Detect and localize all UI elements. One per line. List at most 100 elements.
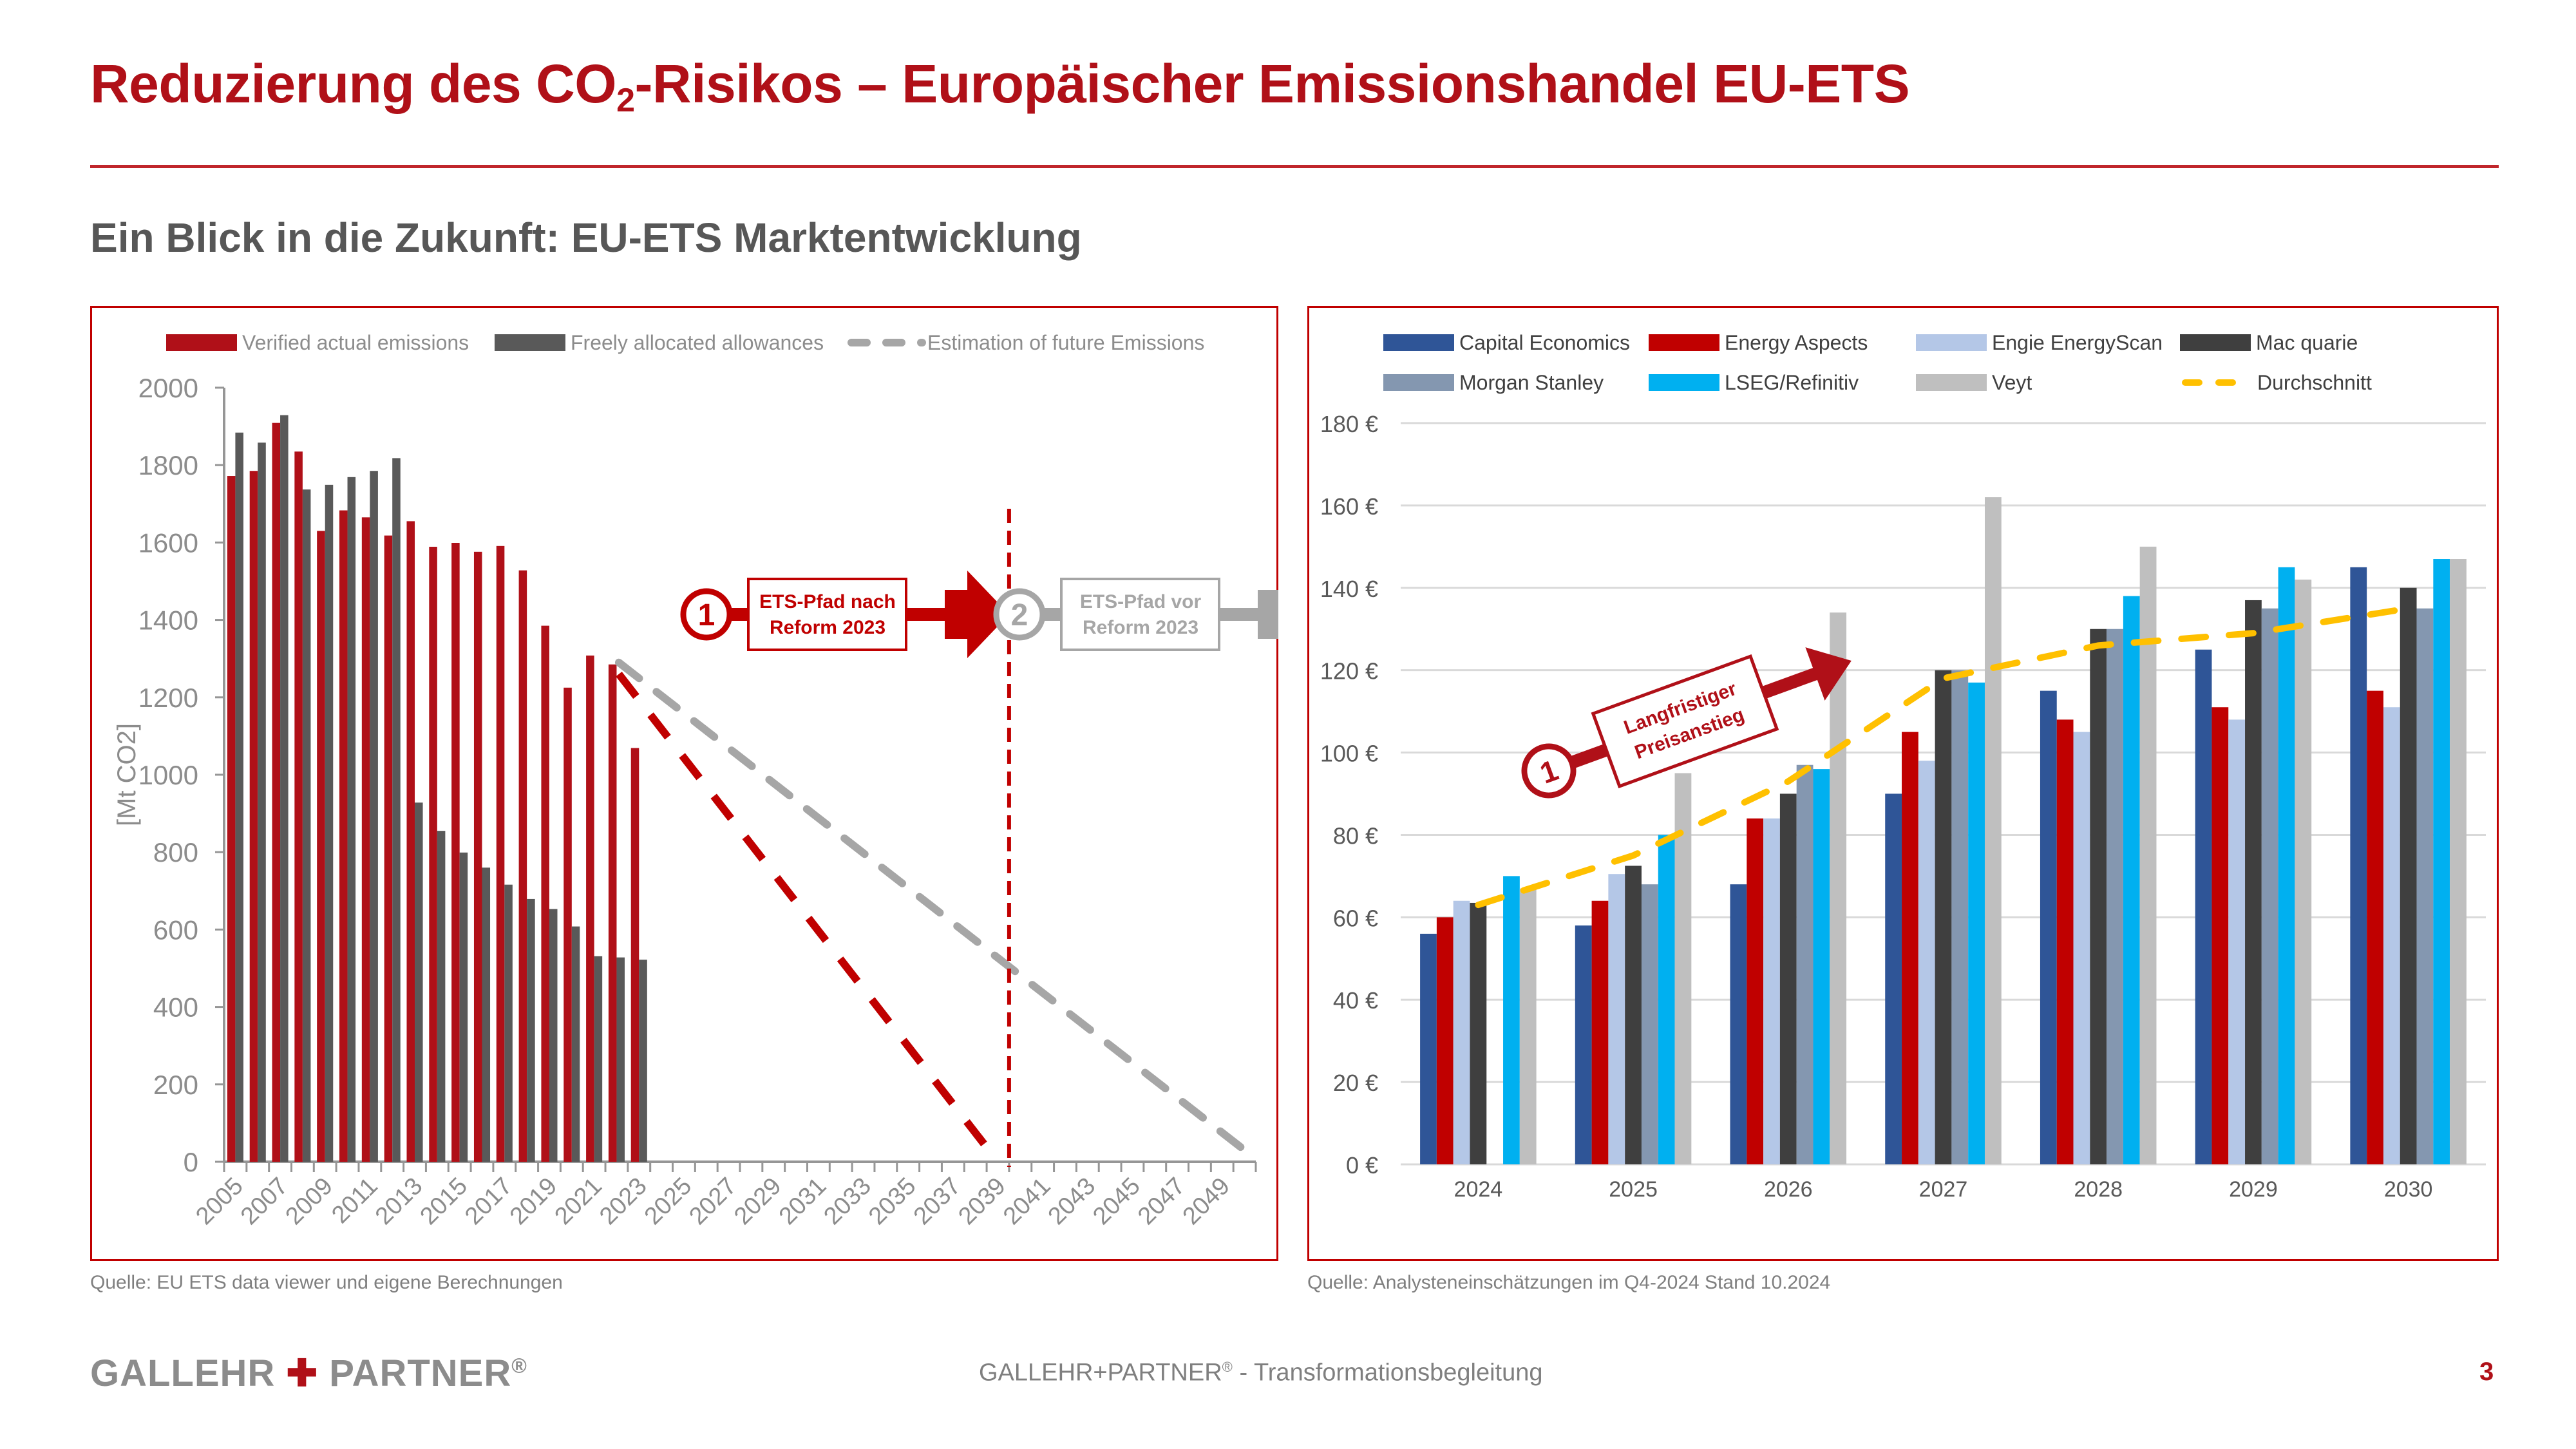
y-tick-label: 1200 bbox=[138, 683, 198, 713]
y-axis-label: [Mt CO2] bbox=[113, 723, 141, 826]
x-tick-label: 2023 bbox=[594, 1173, 652, 1230]
bar-free-allowances bbox=[482, 867, 491, 1162]
bar-free-allowances bbox=[527, 898, 535, 1162]
arrow-up-right-icon bbox=[1805, 647, 1852, 701]
x-tick-label: 2037 bbox=[909, 1173, 966, 1230]
price-forecast-chart-panel: 0 € 20 € 40 € 60 € 80 € 100 € 120 € 140 € 160 € 1… bbox=[1307, 306, 2499, 1261]
bar-free-allowances bbox=[594, 956, 603, 1162]
x-tick-label: 2011 bbox=[327, 1173, 383, 1229]
callout-box bbox=[1591, 654, 1779, 789]
left-chart-source: Quelle: EU ETS data viewer und eigene Be… bbox=[90, 1272, 563, 1293]
legend-swatch bbox=[1916, 334, 1987, 351]
bar-verified-emissions bbox=[473, 551, 482, 1162]
callout-line-2: Reform 2023 bbox=[770, 617, 886, 638]
logo-text-left: GALLEHR bbox=[90, 1352, 276, 1394]
footer-caption: GALLEHR+PARTNER® - Transformationsbeglei… bbox=[979, 1359, 1542, 1387]
bar-morgan-stanley bbox=[2107, 629, 2123, 1164]
number-badge-circle bbox=[993, 588, 1046, 641]
x-tick-label: 2045 bbox=[1088, 1173, 1145, 1230]
bar-energy-aspects bbox=[2211, 707, 2229, 1164]
y-tick-label: 40 € bbox=[1333, 987, 1378, 1014]
bar-free-allowances bbox=[370, 471, 378, 1162]
annotation-callout-1: 1 ETS-Pfad nach Reform 2023 bbox=[680, 571, 1009, 658]
x-tick-label: 2027 bbox=[684, 1173, 741, 1230]
bar-capital-economics bbox=[2195, 649, 2212, 1164]
bar-free-allowances bbox=[571, 926, 580, 1162]
bar-energy-aspects bbox=[1436, 917, 1454, 1164]
y-tick-label: 180 € bbox=[1320, 411, 1378, 437]
legend-label-free-allowances: Freely allocated allowances bbox=[571, 331, 824, 354]
y-tick-label: 20 € bbox=[1333, 1070, 1378, 1096]
legend-label: Veyt bbox=[1992, 371, 2032, 394]
bar-free-allowances bbox=[302, 489, 311, 1162]
y-tick-label: 1000 bbox=[138, 760, 198, 790]
bar-veyt bbox=[1519, 888, 1537, 1164]
x-tick-label: 2027 bbox=[1919, 1177, 1968, 1202]
x-tick-label: 2005 bbox=[191, 1173, 248, 1230]
legend-label: Engie EnergyScan bbox=[1992, 331, 2163, 354]
page-number: 3 bbox=[2479, 1358, 2494, 1386]
bar-free-allowances bbox=[280, 415, 289, 1162]
bar-verified-emissions bbox=[586, 655, 594, 1162]
section-subtitle: Ein Blick in die Zukunft: EU-ETS Markten… bbox=[90, 214, 1082, 261]
title-divider bbox=[90, 165, 2499, 168]
bar-lseg-refinitiv bbox=[2278, 567, 2295, 1164]
emissions-chart: 0 200 400 600 800 1000 1200 1400 1600 1800 2000 [Mt… bbox=[113, 331, 1278, 1230]
bar-veyt bbox=[2139, 546, 2157, 1164]
x-tick-label: 2013 bbox=[370, 1173, 428, 1230]
bar-verified-emissions bbox=[608, 664, 617, 1162]
bar-verified-emissions bbox=[429, 547, 437, 1162]
number-badge-label: 1 bbox=[698, 598, 715, 632]
y-tick-label: 400 bbox=[153, 992, 198, 1023]
bar-energy-aspects bbox=[1591, 900, 1609, 1164]
y-tick-label: 100 € bbox=[1320, 741, 1378, 767]
bar-verified-emissions bbox=[294, 451, 303, 1162]
bar-veyt bbox=[1674, 773, 1692, 1164]
callout-line-1: ETS-Pfad nach bbox=[759, 591, 896, 612]
legend-swatch bbox=[1649, 374, 1719, 391]
title-text-pre: Reduzierung des CO bbox=[90, 53, 617, 114]
legend-label-verified-emissions: Verified actual emissions bbox=[242, 331, 469, 354]
bar-capital-economics bbox=[2350, 567, 2367, 1164]
bar-energy-aspects bbox=[2367, 690, 2383, 1164]
bar-free-allowances bbox=[235, 432, 243, 1162]
registered-mark: ® bbox=[511, 1354, 527, 1378]
bar-engie-energyscan bbox=[2073, 732, 2090, 1164]
x-tick-label: 2015 bbox=[415, 1173, 473, 1230]
y-tick-label: 0 € bbox=[1346, 1152, 1378, 1179]
x-tick-label: 2019 bbox=[505, 1173, 562, 1230]
x-tick-label: 2030 bbox=[2384, 1177, 2433, 1202]
logo-text-right: PARTNER bbox=[329, 1352, 512, 1394]
bar-free-allowances bbox=[504, 884, 513, 1162]
bar-veyt bbox=[2450, 559, 2467, 1164]
footer-company: GALLEHR+PARTNER bbox=[979, 1359, 1222, 1387]
bar-verified-emissions bbox=[249, 471, 258, 1162]
bar-lseg-refinitiv bbox=[1968, 682, 1985, 1164]
bar-mac-quarie bbox=[1779, 793, 1797, 1164]
bar-verified-emissions bbox=[339, 510, 348, 1162]
bar-engie-energyscan bbox=[2228, 719, 2246, 1164]
bar-mac-quarie bbox=[2400, 587, 2417, 1164]
bar-engie-energyscan bbox=[1763, 818, 1780, 1164]
bar-energy-aspects bbox=[2056, 719, 2074, 1164]
legend-swatch bbox=[2180, 334, 2251, 351]
x-tick-label: 2029 bbox=[2229, 1177, 2278, 1202]
x-tick-label: 2028 bbox=[2074, 1177, 2123, 1202]
y-tick-label: 160 € bbox=[1320, 493, 1378, 520]
bar-free-allowances bbox=[415, 802, 423, 1162]
bar-free-allowances bbox=[258, 442, 266, 1162]
number-badge-circle bbox=[1521, 743, 1577, 799]
x-tick-label: 2033 bbox=[819, 1173, 876, 1230]
y-tick-label: 120 € bbox=[1320, 658, 1378, 685]
x-tick-label: 2025 bbox=[1609, 1177, 1658, 1202]
bar-mac-quarie bbox=[2245, 600, 2262, 1164]
bar-veyt bbox=[1830, 612, 1847, 1164]
legend-label: Mac quarie bbox=[2256, 331, 2358, 354]
bar-verified-emissions bbox=[406, 521, 415, 1162]
y-tick-label: 200 bbox=[153, 1070, 198, 1100]
bar-mac-quarie bbox=[1470, 902, 1487, 1164]
bar-lseg-refinitiv bbox=[1503, 876, 1520, 1164]
annotation-callout-2: 2 ETS-Pfad vor Reform 2023 bbox=[993, 578, 1278, 651]
bar-capital-economics bbox=[1730, 884, 1747, 1164]
